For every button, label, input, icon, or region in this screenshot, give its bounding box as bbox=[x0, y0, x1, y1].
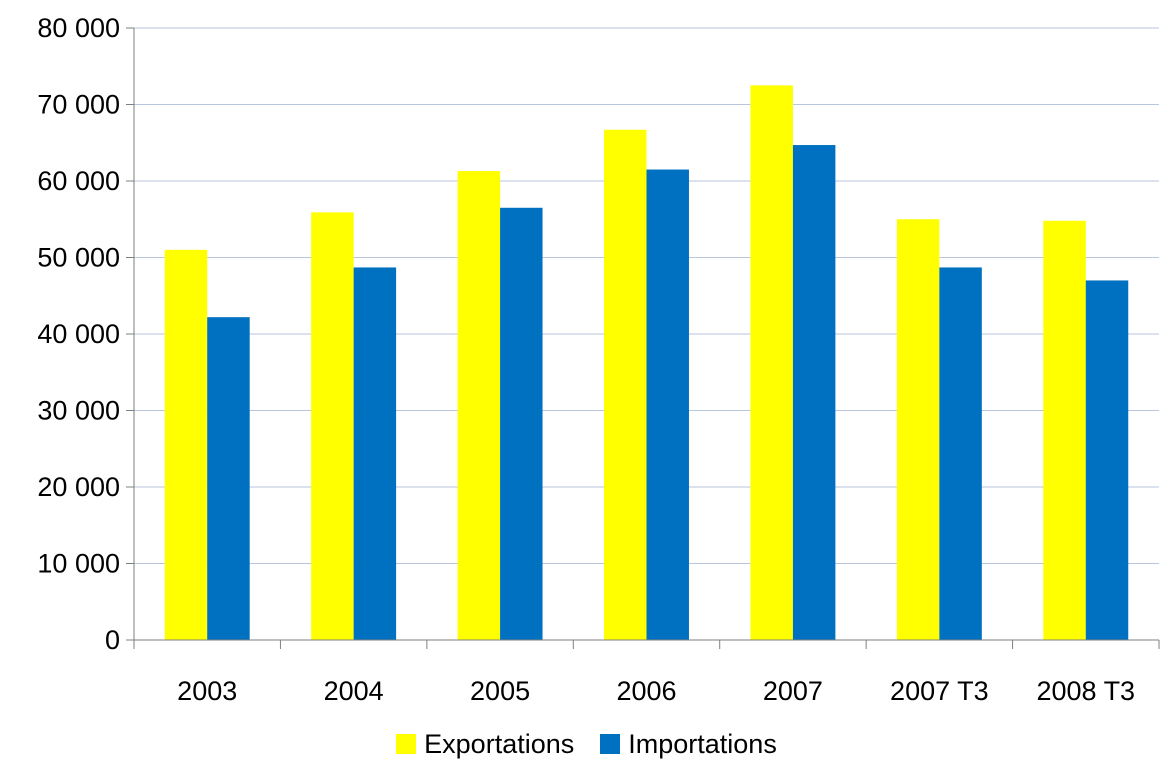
bar-exportations-2008-t3 bbox=[1043, 220, 1086, 640]
legend-item-exportations: Exportations bbox=[396, 729, 574, 760]
y-tick-label: 50 000 bbox=[37, 243, 120, 273]
bar-exportations-2005 bbox=[457, 171, 501, 640]
x-tick-label: 2004 bbox=[324, 676, 384, 706]
bar-importations-2006 bbox=[646, 169, 689, 640]
x-tick-label: 2007 bbox=[763, 676, 823, 706]
bar-exportations-2007 bbox=[750, 85, 793, 640]
y-tick-label: 80 000 bbox=[37, 13, 120, 43]
bar-importations-2003 bbox=[207, 317, 250, 640]
bar-exportations-2003 bbox=[164, 249, 208, 640]
legend: Exportations Importations bbox=[0, 724, 1173, 764]
x-axis: 2003 2004 2005 2006 2007 2007 T3 2008 T3 bbox=[133, 639, 1160, 706]
y-tick-label: 60 000 bbox=[37, 166, 120, 196]
y-tick-label: 40 000 bbox=[37, 319, 120, 349]
x-tick-label: 2006 bbox=[616, 676, 676, 706]
bars bbox=[164, 85, 1129, 641]
bar-importations-2007-t3 bbox=[939, 267, 982, 640]
bar-importations-2005 bbox=[500, 207, 543, 640]
legend-label-importations: Importations bbox=[628, 728, 777, 759]
y-tick-label: 70 000 bbox=[37, 90, 120, 120]
legend-label-exportations: Exportations bbox=[424, 728, 575, 759]
x-tick-label: 2007 T3 bbox=[890, 676, 989, 706]
y-tick-label: 10 000 bbox=[37, 549, 120, 579]
legend-item-importations: Importations bbox=[600, 729, 777, 760]
bar-importations-2007 bbox=[792, 145, 836, 641]
bar-exportations-2007-t3 bbox=[896, 219, 940, 640]
y-tick-label: 20 000 bbox=[37, 472, 120, 502]
bar-importations-2004 bbox=[353, 267, 397, 640]
legend-swatch-exportations bbox=[396, 734, 417, 754]
y-axis: 0 10 000 20 000 30 000 40 000 50 000 60 000 70 … bbox=[37, 13, 135, 655]
legend-swatch-importations bbox=[600, 734, 621, 754]
bar-exportations-2006 bbox=[604, 129, 647, 640]
bar-importations-2008-t3 bbox=[1085, 280, 1129, 640]
x-tick-label: 2008 T3 bbox=[1036, 676, 1135, 706]
x-tick-label: 2005 bbox=[470, 676, 530, 706]
x-tick-label: 2003 bbox=[177, 676, 237, 706]
y-tick-label: 0 bbox=[105, 625, 120, 655]
bar-exportations-2004 bbox=[311, 212, 354, 641]
y-tick-label: 30 000 bbox=[37, 396, 120, 426]
